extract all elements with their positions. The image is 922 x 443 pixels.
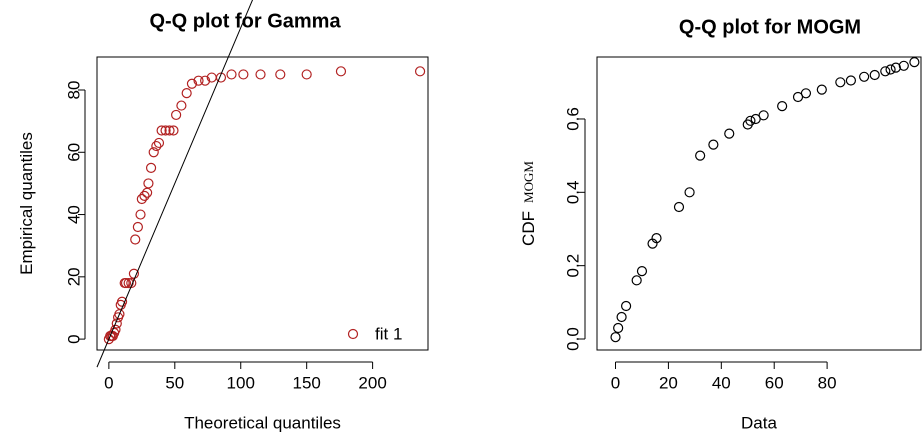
- point: [181, 88, 192, 99]
- point: [126, 277, 137, 289]
- point: [128, 268, 140, 279]
- point: [171, 109, 182, 121]
- point: [673, 201, 685, 213]
- y-tick-label: 20: [64, 267, 83, 286]
- y-axis-label-main: CDF: [519, 211, 538, 246]
- point: [153, 137, 165, 149]
- legend-label: fit 1: [375, 324, 402, 343]
- point: [136, 193, 147, 205]
- point: [800, 88, 812, 99]
- point: [835, 77, 846, 88]
- point: [116, 296, 128, 307]
- point: [255, 69, 266, 80]
- x-tick-label: 80: [818, 373, 837, 392]
- point: [215, 72, 227, 83]
- point: [164, 125, 175, 136]
- y-tick-label: 0.6: [563, 107, 582, 131]
- x-axis-label: Data: [741, 413, 777, 432]
- y-tick-label: 80: [64, 81, 83, 100]
- x-tick-label: 20: [659, 373, 678, 392]
- y-axis-label-sub: MOGM: [521, 161, 536, 203]
- point: [631, 275, 642, 286]
- point: [777, 101, 788, 112]
- point: [135, 209, 146, 220]
- point: [139, 190, 150, 201]
- legend-marker: [347, 328, 359, 340]
- x-tick-label: 0: [611, 373, 620, 392]
- point: [708, 139, 719, 150]
- point: [859, 71, 870, 82]
- point: [130, 234, 141, 245]
- point: [160, 125, 171, 136]
- y-tick-label: 60: [64, 143, 83, 162]
- y-tick-label: 40: [64, 205, 83, 224]
- point: [226, 69, 237, 80]
- point: [724, 128, 735, 139]
- point: [636, 266, 648, 277]
- point: [620, 300, 632, 312]
- x-tick-label: 50: [165, 373, 184, 392]
- plot-area: [103, 66, 426, 345]
- point: [695, 150, 706, 161]
- point: [145, 162, 157, 173]
- x-tick-label: 150: [292, 373, 320, 392]
- y-tick-label: 0.2: [563, 254, 582, 278]
- y-tick-label: 0: [64, 334, 83, 343]
- y-axis-label: Empirical quantiles: [17, 132, 36, 275]
- point: [335, 66, 347, 77]
- point: [845, 75, 857, 86]
- x-tick-label: 40: [712, 373, 731, 392]
- point: [186, 78, 198, 89]
- point: [168, 125, 179, 136]
- point: [745, 115, 756, 126]
- point: [890, 62, 901, 73]
- x-tick-label: 0: [104, 373, 113, 392]
- point: [110, 324, 121, 335]
- y-axis-label: CDF MOGM: [519, 161, 538, 246]
- x-axis-label: Theoretical quantiles: [184, 413, 341, 432]
- plot-area: [610, 57, 920, 343]
- point: [898, 60, 909, 71]
- point: [758, 110, 769, 121]
- chart-title: Q-Q plot for Gamma: [149, 10, 341, 32]
- point: [176, 100, 187, 111]
- point: [120, 277, 132, 289]
- point: [148, 147, 159, 158]
- point: [616, 311, 627, 323]
- point: [301, 69, 312, 80]
- point: [132, 221, 143, 233]
- x-tick-label: 60: [765, 373, 784, 392]
- point: [143, 178, 154, 189]
- reference-line: [96, 0, 254, 368]
- point: [885, 64, 896, 75]
- point: [275, 69, 286, 80]
- point: [123, 277, 134, 289]
- chart-title: Q-Q plot for MOGM: [679, 16, 861, 38]
- point: [816, 84, 827, 95]
- plot-frame: [596, 56, 922, 351]
- point: [200, 75, 211, 86]
- point: [684, 187, 695, 198]
- point: [238, 69, 249, 80]
- point: [193, 75, 204, 86]
- point: [414, 66, 426, 77]
- y-tick-label: 0.0: [563, 327, 582, 351]
- x-tick-label: 200: [358, 373, 386, 392]
- plot-frame: [96, 56, 429, 351]
- point: [880, 66, 891, 77]
- point: [869, 69, 880, 81]
- point: [651, 233, 662, 244]
- point: [156, 125, 167, 136]
- y-axis-label-main: Empirical quantiles: [17, 132, 36, 275]
- point: [151, 140, 162, 152]
- point: [909, 57, 920, 68]
- point: [610, 332, 621, 343]
- point: [613, 322, 624, 334]
- y-tick-label: 0.4: [563, 180, 582, 204]
- x-tick-label: 100: [227, 373, 255, 392]
- point: [111, 318, 122, 329]
